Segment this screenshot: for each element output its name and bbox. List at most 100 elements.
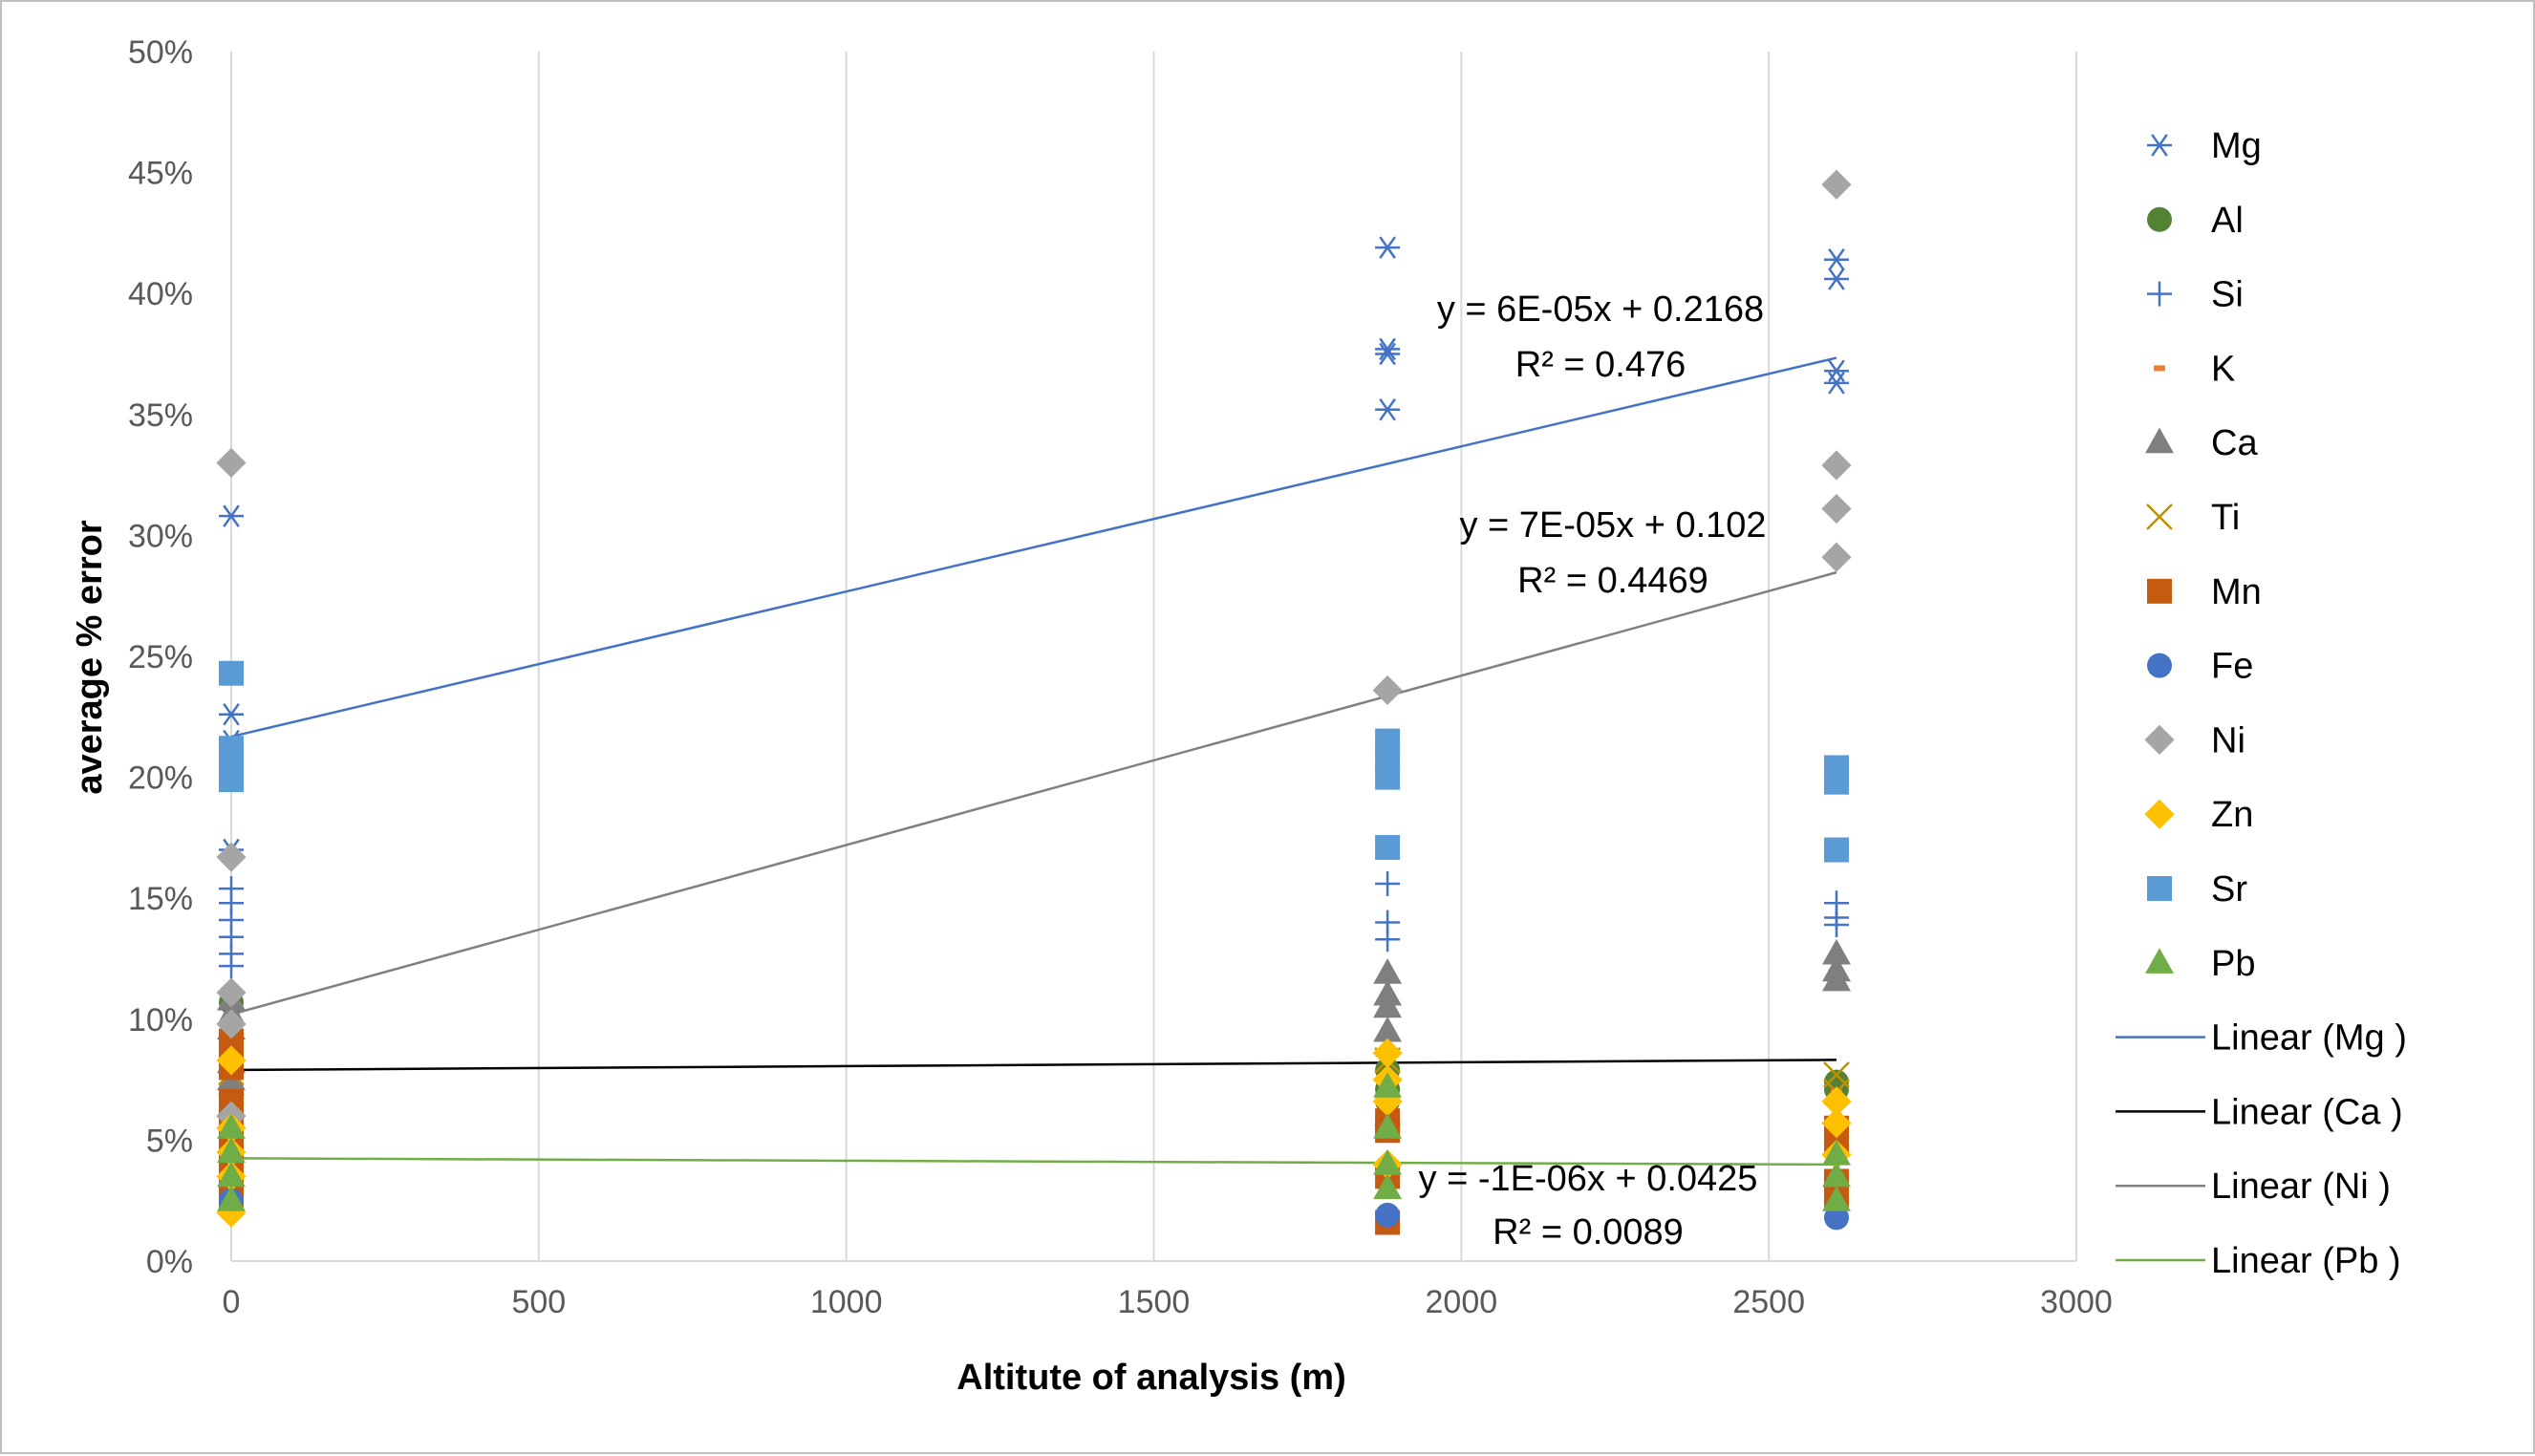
point-ni	[216, 842, 247, 872]
point-mg	[1823, 372, 1849, 395]
x-tick-label: 1000	[810, 1284, 883, 1320]
y-axis-title: average % error	[70, 520, 110, 794]
series-pb	[217, 1072, 1851, 1211]
mg-r2: R² = 0.476	[1515, 345, 1686, 385]
point-mg	[219, 504, 244, 527]
point-mg	[1375, 397, 1401, 421]
point-si	[1823, 912, 1849, 938]
legend-marker-mg	[2147, 134, 2172, 157]
data-points	[216, 169, 1852, 1235]
legend-label-al: Al	[2211, 201, 2244, 241]
point-sr	[219, 660, 244, 686]
series-al	[219, 990, 1849, 1177]
series-mg	[219, 236, 1849, 862]
trendline-linearpb	[230, 1157, 1837, 1167]
legend-label-linearpb: Linear (Pb )	[2211, 1241, 2401, 1281]
x-tick-label: 3000	[2040, 1284, 2113, 1320]
point-ni	[216, 977, 247, 1008]
legend-label-fe: Fe	[2211, 647, 2253, 687]
y-tick-label: 25%	[128, 639, 193, 675]
x-tick-labels: 0 500 1000 1500 2000 2500 3000	[223, 1284, 2113, 1320]
legend-label-sr: Sr	[2211, 869, 2247, 910]
point-fe	[1375, 1202, 1401, 1228]
point-pb	[1373, 1072, 1403, 1098]
legend-label-mg: Mg	[2211, 126, 2262, 166]
point-sr	[1375, 764, 1401, 790]
point-mg	[219, 702, 244, 726]
point-mg	[1823, 247, 1849, 271]
point-zn	[1821, 1086, 1852, 1117]
legend-label-ni: Ni	[2211, 720, 2245, 760]
grid-layer	[230, 52, 2077, 1262]
legend-marker-al	[2147, 206, 2172, 232]
point-pb	[1822, 1139, 1851, 1166]
y-tick-label: 5%	[146, 1123, 193, 1159]
point-zn	[1821, 1108, 1852, 1139]
legend: Mg Al Si K Ca Ti Mn Fe Ni Zn Sr Pb Linear (Mg ) Linea…	[2116, 126, 2407, 1281]
legend-label-zn: Zn	[2211, 795, 2253, 835]
legend-label-k: K	[2211, 349, 2235, 389]
point-pb	[1822, 1186, 1851, 1211]
point-ni	[1821, 450, 1852, 481]
trendlines	[230, 356, 1837, 1167]
y-tick-label: 15%	[128, 881, 193, 917]
legend-label-linearni: Linear (Ni )	[2211, 1167, 2391, 1207]
trendline-linearmg	[230, 356, 1837, 739]
series-si	[219, 871, 1849, 979]
point-pb	[217, 1137, 246, 1164]
trendline-linearca	[230, 1059, 1837, 1072]
y-tick-labels: 0% 5% 10% 15% 20% 25% 30% 35% 40% 45% 50%	[128, 34, 193, 1280]
legend-label-linearca: Linear (Ca )	[2211, 1092, 2403, 1132]
point-pb	[217, 1113, 246, 1139]
y-tick-label: 50%	[128, 34, 193, 71]
legend-marker-ca	[2145, 427, 2174, 454]
series-mn	[219, 1028, 1849, 1235]
y-tick-label: 30%	[128, 518, 193, 554]
legend-label-ca: Ca	[2211, 423, 2258, 463]
point-mg	[1823, 268, 1849, 290]
mg-equation: y = 6E-05x + 0.2168	[1437, 289, 1764, 330]
x-axis-title: Altitute of analysis (m)	[956, 1358, 1346, 1398]
y-tick-label: 10%	[128, 1002, 193, 1038]
point-sr	[219, 767, 244, 793]
point-mg	[1375, 337, 1401, 361]
point-ca	[1822, 965, 1851, 992]
point-mg	[1823, 359, 1849, 382]
legend-marker-zn	[2144, 799, 2175, 829]
point-pb	[1373, 1113, 1403, 1139]
trendline-linearni	[230, 570, 1837, 1016]
point-pb	[1373, 1149, 1403, 1175]
point-sr	[1823, 837, 1849, 863]
y-tick-label: 0%	[146, 1244, 193, 1280]
y-tick-label: 45%	[128, 156, 193, 192]
ni-equation: y = 7E-05x + 0.102	[1459, 505, 1766, 546]
point-pb	[217, 1186, 246, 1211]
point-si	[1375, 871, 1401, 897]
point-si	[1375, 927, 1401, 953]
point-sr	[1375, 835, 1401, 861]
x-tick-label: 2500	[1732, 1284, 1805, 1320]
legend-label-pb: Pb	[2211, 944, 2255, 984]
series-zn	[216, 1038, 1852, 1228]
legend-marker-ti	[2146, 503, 2173, 530]
x-tick-label: 2000	[1426, 1284, 1498, 1320]
point-pb	[1373, 1173, 1403, 1200]
legend-marker-mn	[2147, 578, 2172, 604]
x-tick-label: 1500	[1118, 1284, 1191, 1320]
point-ca	[1373, 1016, 1403, 1042]
point-ca	[1373, 992, 1403, 1018]
y-tick-label: 40%	[128, 276, 193, 312]
x-tick-label: 0	[223, 1284, 241, 1320]
pb-equation: y = -1E-06x + 0.0425	[1419, 1159, 1758, 1199]
ni-r2: R² = 0.4469	[1517, 561, 1708, 601]
legend-label-linearmg: Linear (Mg )	[2211, 1018, 2407, 1059]
legend-label-si: Si	[2211, 275, 2244, 315]
y-tick-label: 35%	[128, 397, 193, 434]
point-sr	[1823, 769, 1849, 795]
point-fe	[1823, 1205, 1849, 1231]
pb-r2: R² = 0.0089	[1493, 1212, 1684, 1253]
point-ni	[216, 447, 247, 479]
point-mg	[1375, 342, 1401, 366]
